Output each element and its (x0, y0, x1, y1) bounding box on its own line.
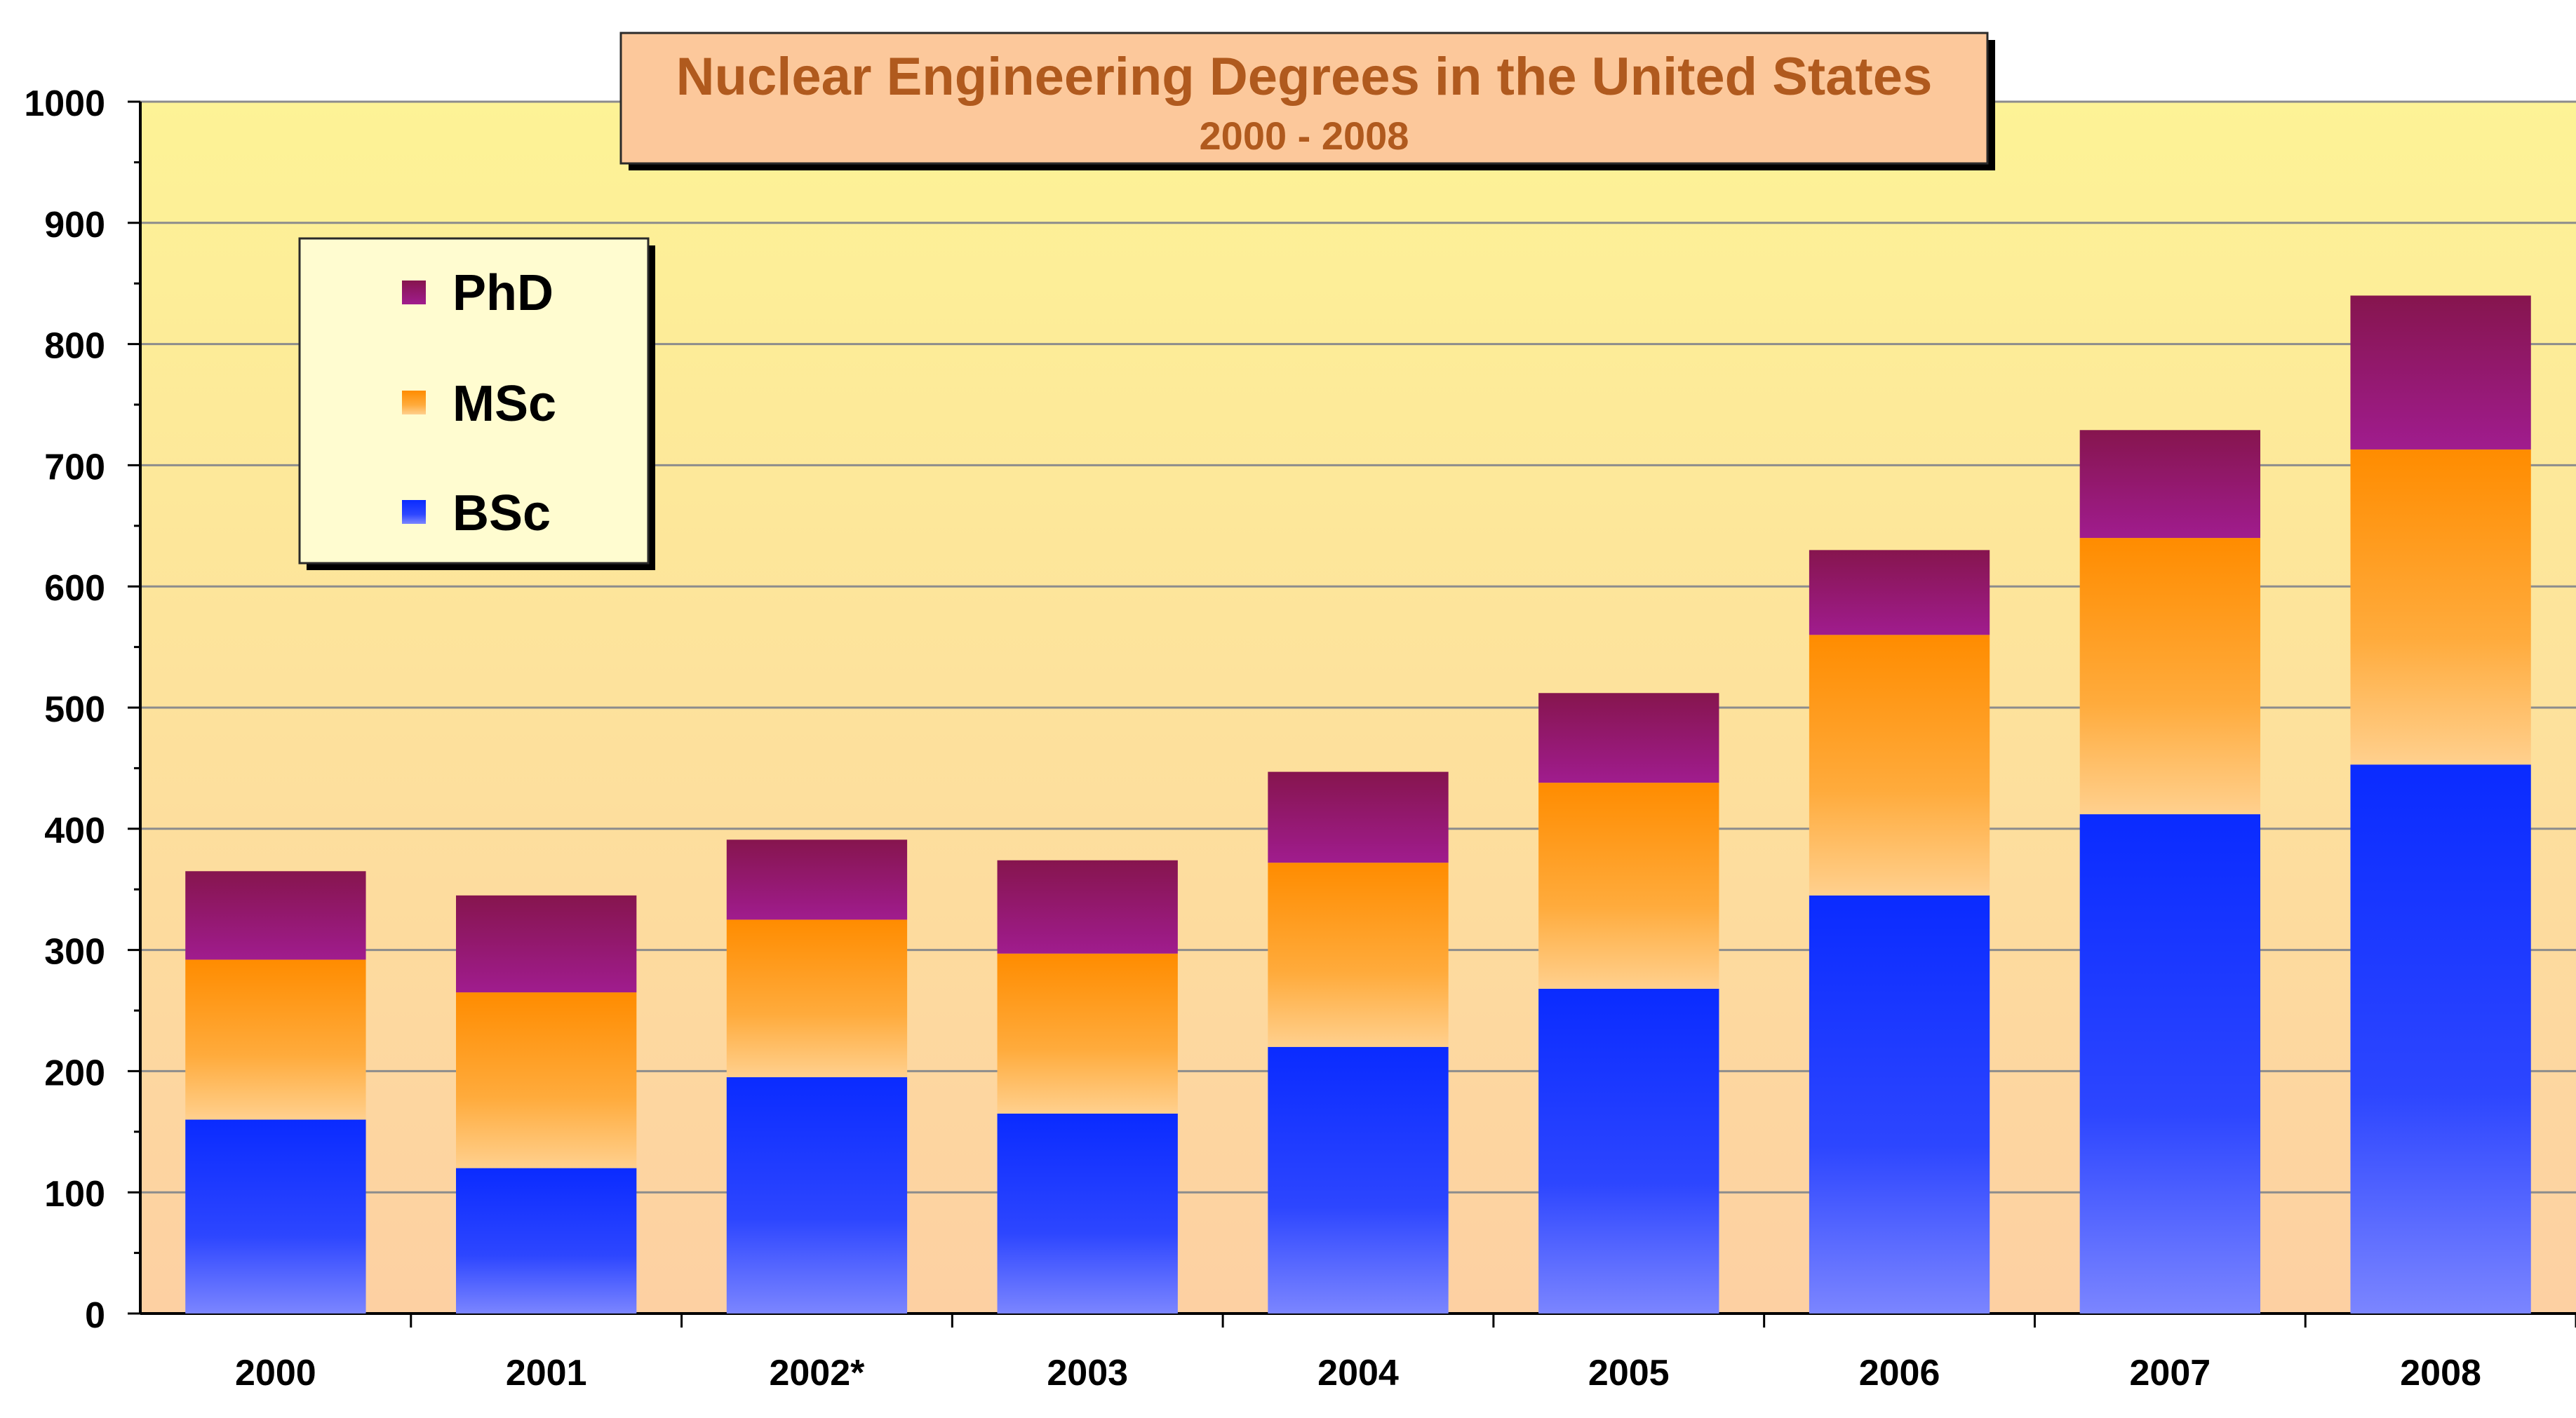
y-tick-label: 200 (44, 1053, 105, 1093)
bar-bsc-2001 (456, 1168, 637, 1314)
y-tick-label: 600 (44, 568, 105, 609)
bar-msc-2006 (1809, 635, 1990, 896)
x-tick-labels: 2000 2001 2002* 2003 2004 2005 2006 2007 2008 (235, 1353, 2481, 1393)
x-tick-label: 2001 (506, 1353, 587, 1393)
bar-phd-2007 (2079, 430, 2260, 539)
legend-item-msc: MSc (402, 376, 556, 432)
bar-msc-2001 (456, 992, 637, 1168)
bar-bsc-2008 (2350, 764, 2531, 1314)
x-tick-label: 2003 (1047, 1353, 1128, 1393)
y-tick-label: 100 (44, 1174, 105, 1215)
bar-msc-2000 (185, 959, 366, 1120)
bar-bsc-2004 (1268, 1046, 1449, 1314)
bar-msc-2002 (726, 919, 908, 1078)
legend-swatch-msc (402, 391, 426, 414)
bar-bsc-2000 (185, 1119, 366, 1314)
legend-swatch-phd (402, 281, 426, 304)
y-tick-label: 0 (85, 1295, 105, 1336)
y-tick-label: 800 (44, 326, 105, 367)
bar-bsc-2006 (1809, 895, 1990, 1314)
y-tick-label: 400 (44, 811, 105, 851)
bar-bsc-2007 (2079, 814, 2260, 1314)
y-tick-label: 500 (44, 689, 105, 730)
legend-label-bsc: BSc (452, 485, 551, 541)
legend-item-bsc: BSc (402, 485, 551, 541)
bar-phd-2006 (1809, 550, 1990, 635)
bar-phd-2008 (2350, 295, 2531, 450)
bars (185, 295, 2531, 1314)
x-tick-label: 2002* (769, 1353, 865, 1393)
y-tick-label: 1000 (24, 83, 105, 124)
chart-title: Nuclear Engineering Degrees in the Unite… (676, 47, 1933, 107)
bar-bsc-2005 (1538, 988, 1719, 1314)
bar-phd-2002 (726, 839, 908, 920)
y-tick-labels: 0 100 200 300 400 500 600 700 800 900 1000 (24, 83, 105, 1336)
x-tick-label: 2007 (2129, 1353, 2211, 1393)
legend-item-phd: PhD (402, 265, 554, 321)
bar-phd-2004 (1268, 771, 1449, 863)
bar-bsc-2002 (726, 1077, 908, 1314)
x-tick-label: 2006 (1859, 1353, 1940, 1393)
legend-label-phd: PhD (452, 265, 554, 321)
bar-phd-2005 (1538, 693, 1719, 783)
bar-msc-2003 (997, 953, 1178, 1114)
bar-phd-2000 (185, 871, 366, 960)
chart-title-box: Nuclear Engineering Degrees in the Unite… (619, 32, 1995, 170)
bar-msc-2008 (2350, 449, 2531, 765)
bar-phd-2003 (997, 860, 1178, 954)
y-tick-label: 900 (44, 205, 105, 245)
x-tick-label: 2005 (1588, 1353, 1670, 1393)
chart-subtitle: 2000 - 2008 (1200, 114, 1409, 158)
x-tick-label: 2004 (1317, 1353, 1399, 1393)
bar-bsc-2003 (997, 1113, 1178, 1314)
bar-msc-2007 (2079, 538, 2260, 815)
y-tick-label: 300 (44, 932, 105, 973)
bar-msc-2005 (1538, 783, 1719, 989)
legend: PhD MSc BSc (298, 237, 655, 570)
legend-label-msc: MSc (452, 376, 556, 432)
legend-swatch-bsc (402, 500, 426, 524)
y-tick-label: 700 (44, 447, 105, 487)
bar-msc-2004 (1268, 863, 1449, 1047)
x-tick-label: 2000 (235, 1353, 316, 1393)
bar-phd-2001 (456, 895, 637, 993)
x-tick-label: 2008 (2400, 1353, 2481, 1393)
